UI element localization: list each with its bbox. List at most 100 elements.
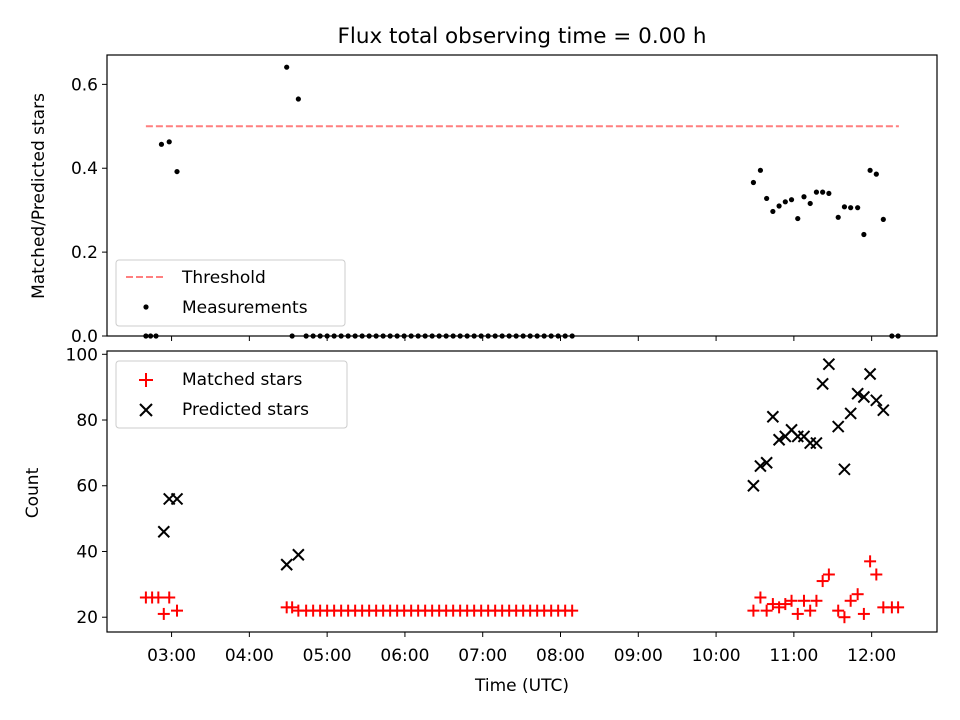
measurement-point bbox=[848, 205, 854, 211]
measurement-point bbox=[788, 197, 795, 203]
predicted-stars-point bbox=[170, 492, 184, 506]
bottom-y-tick-label: 80 bbox=[76, 411, 98, 431]
measurement-point bbox=[782, 199, 788, 205]
predicted-stars-point bbox=[863, 367, 877, 381]
legend-predicted-swatch bbox=[139, 403, 153, 417]
predicted-stars-point bbox=[844, 407, 857, 420]
x-tick-label: 07:00 bbox=[458, 646, 507, 666]
bottom-y-axis-label: Count bbox=[23, 467, 43, 518]
bottom-y-tick-label: 20 bbox=[76, 608, 98, 628]
bottom-y-tick-label: 100 bbox=[66, 345, 98, 365]
predicted-stars-point bbox=[810, 436, 823, 450]
predicted-stars-point bbox=[877, 403, 890, 417]
matched-stars-point bbox=[286, 601, 299, 614]
measurement-point bbox=[867, 167, 873, 173]
measurement-point bbox=[295, 96, 301, 102]
predicted-stars-point bbox=[157, 525, 170, 538]
chart-title: Flux total observing time = 0.00 h bbox=[338, 24, 707, 49]
measurement-point bbox=[776, 203, 782, 209]
measurement-point bbox=[764, 195, 770, 202]
measurement-point bbox=[174, 168, 180, 175]
matched-stars-point bbox=[747, 604, 760, 617]
matched-stars-point bbox=[779, 598, 792, 611]
top-y-tick-label: 0.0 bbox=[71, 327, 98, 347]
matched-stars-point bbox=[822, 568, 835, 581]
predicted-stars-point bbox=[832, 420, 845, 433]
measurement-point bbox=[855, 205, 861, 211]
predicted-stars-point bbox=[791, 430, 804, 443]
predicted-stars-point bbox=[280, 558, 293, 571]
predicted-stars-point bbox=[870, 394, 883, 407]
matched-stars-point bbox=[838, 611, 851, 624]
matched-stars-point bbox=[851, 588, 864, 601]
predicted-stars-point bbox=[747, 479, 760, 492]
predicted-stars-point bbox=[766, 410, 780, 423]
matched-stars-point bbox=[797, 594, 810, 607]
top-legend: Threshold Measurements bbox=[115, 259, 346, 327]
matched-stars-point bbox=[766, 598, 779, 611]
measurement-point bbox=[166, 139, 172, 145]
legend-threshold-label: Threshold bbox=[181, 268, 266, 288]
legend-matched-swatch bbox=[139, 373, 153, 387]
measurement-point bbox=[770, 208, 776, 215]
matched-stars-point bbox=[163, 591, 176, 604]
matched-stars-point bbox=[832, 604, 845, 617]
measurement-point bbox=[861, 231, 867, 238]
top-y-tick-label: 0.6 bbox=[71, 75, 98, 95]
legend-measurements-swatch bbox=[143, 304, 149, 310]
matched-stars-point bbox=[566, 604, 579, 617]
predicted-stars-point bbox=[772, 433, 786, 446]
top-panel: 0.0 0.2 0.4 0.6 Matched/Predicted stars Thr… bbox=[29, 54, 938, 347]
measurement-point bbox=[835, 214, 841, 220]
matched-stars-point bbox=[773, 601, 786, 614]
legend-matched-label: Matched stars bbox=[182, 370, 302, 390]
measurement-point bbox=[795, 215, 801, 222]
predicted-stars-point bbox=[857, 390, 871, 404]
top-legend-box bbox=[115, 259, 346, 327]
predicted-stars-point bbox=[822, 357, 836, 371]
bottom-legend-box bbox=[115, 360, 348, 429]
x-tick-label: 03:00 bbox=[147, 646, 196, 666]
matched-stars-point bbox=[870, 568, 883, 581]
measurement-point bbox=[813, 189, 820, 195]
x-tick-label: 10:00 bbox=[692, 646, 741, 666]
bottom-y-tick-label: 40 bbox=[76, 542, 98, 562]
measurement-point bbox=[801, 194, 807, 200]
x-axis-label: Time (UTC) bbox=[474, 676, 569, 696]
x-tick-label: 08:00 bbox=[536, 646, 585, 666]
predicted-stars-point bbox=[292, 548, 305, 561]
top-y-tick-label: 0.4 bbox=[71, 159, 98, 179]
bottom-y-tick-label: 60 bbox=[76, 477, 98, 497]
measurement-point bbox=[158, 141, 165, 147]
measurement-point bbox=[284, 64, 290, 70]
x-tick-label: 06:00 bbox=[380, 646, 429, 666]
matched-stars-point bbox=[157, 607, 170, 620]
measurement-point bbox=[807, 200, 813, 207]
predicted-stars-point bbox=[803, 436, 817, 450]
matched-stars-point bbox=[791, 607, 804, 620]
x-tick-label: 09:00 bbox=[614, 646, 663, 666]
matched-stars-point bbox=[760, 604, 773, 617]
matched-stars-point bbox=[152, 591, 165, 604]
x-tick-label: 04:00 bbox=[225, 646, 274, 666]
measurement-point bbox=[826, 190, 832, 197]
bottom-panel: 20 40 60 80 100 03:00 04:00 05:00 06:00 07:00 08:… bbox=[23, 345, 938, 666]
predicted-stars-point bbox=[851, 387, 864, 400]
measurement-point bbox=[750, 179, 757, 186]
matched-stars-point bbox=[816, 575, 829, 588]
predicted-stars-point bbox=[760, 456, 773, 469]
bottom-axes-frame bbox=[106, 350, 938, 633]
predicted-stars-point bbox=[838, 463, 851, 476]
legend-measurements-label: Measurements bbox=[182, 298, 308, 318]
x-tick-label: 11:00 bbox=[769, 646, 818, 666]
matched-stars-point bbox=[810, 594, 823, 607]
measurement-point bbox=[873, 171, 879, 177]
matched-stars-point bbox=[892, 601, 905, 614]
top-axes-frame bbox=[106, 54, 938, 337]
predicted-stars-point bbox=[754, 459, 767, 473]
matched-stars-point bbox=[844, 594, 857, 607]
matched-stars-point bbox=[785, 594, 798, 607]
measurement-point bbox=[757, 167, 764, 173]
matched-stars-point bbox=[864, 555, 877, 568]
